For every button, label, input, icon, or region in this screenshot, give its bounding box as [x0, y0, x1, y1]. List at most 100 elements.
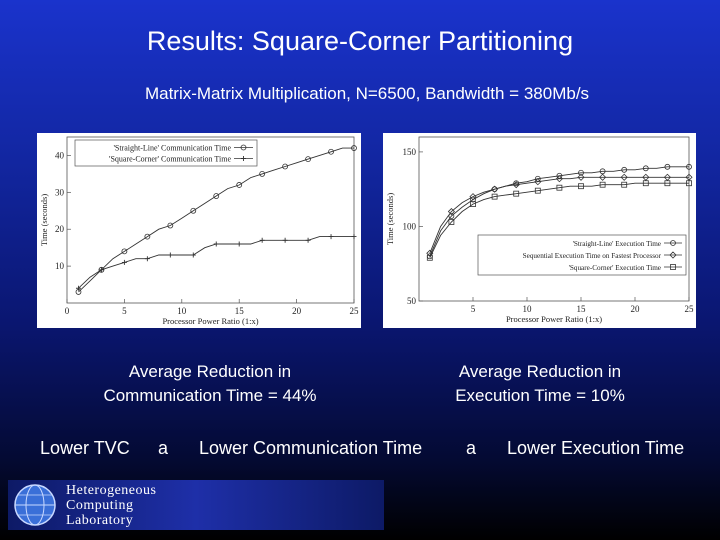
x-axis-label: Processor Power Ratio (1:x): [506, 314, 602, 324]
communication-reduction-line2: Communication Time = 44%: [103, 386, 317, 405]
x-tick-label: 5: [122, 306, 127, 316]
data-point: [190, 252, 196, 258]
plot-frame: [418, 136, 690, 302]
data-point: [167, 252, 173, 258]
data-point: [578, 183, 584, 190]
y-tick-label: 50: [407, 296, 417, 306]
x-tick-label: 15: [577, 304, 587, 314]
data-point: [686, 163, 692, 170]
chain-arrow-1: a: [158, 438, 169, 458]
x-tick-label: 25: [685, 304, 695, 314]
legend-label-3: 'Square-Corner' Execution Time: [569, 264, 661, 272]
execution-time-chart: 5 10 15 20 25 50 100 150 Processor Power Ratio (…: [383, 133, 696, 328]
logo-line1: Heterogeneous: [66, 483, 157, 498]
data-point: [167, 222, 174, 229]
data-point: [351, 145, 357, 151]
legend-marker-1: [670, 240, 676, 246]
slide-title: Results: Square-Corner Partitioning: [146, 26, 574, 56]
communication-reduction-line1: Average Reduction in: [128, 362, 292, 381]
data-point: [599, 173, 607, 181]
logo-line3: Laboratory: [66, 513, 134, 528]
communication-time-chart: 0 5 10 15 20 25 10 20 30 40 Processor Power Ratio …: [37, 133, 361, 328]
chain-item-lower-tvc: Lower TVC: [40, 438, 130, 458]
data-point: [642, 180, 649, 187]
data-point: [305, 156, 311, 163]
data-point: [98, 267, 104, 273]
execution-reduction-line2: Execution Time = 10%: [455, 386, 625, 405]
data-point: [663, 173, 671, 181]
series-line-3: [429, 182, 689, 258]
legend-label-1: 'Straight-Line' Communication Time: [113, 144, 231, 153]
x-tick-label: 20: [292, 306, 302, 316]
data-point: [555, 175, 563, 183]
plot-frame: [66, 136, 355, 304]
series-line-1: [78, 147, 354, 293]
y-axis-label: Time (seconds): [385, 193, 395, 246]
data-point: [599, 181, 606, 188]
chain-item-lower-communication: Lower Communication Time: [199, 438, 423, 458]
data-point: [491, 185, 499, 193]
chain-item-lower-execution: Lower Execution Time: [507, 438, 685, 458]
x-tick-label: 10: [523, 304, 533, 314]
communication-reduction-stat: Average Reduction in Communication Time …: [60, 360, 360, 408]
data-point: [447, 207, 455, 216]
data-point: [282, 237, 288, 243]
x-tick-label: 20: [631, 304, 641, 314]
data-point: [642, 173, 650, 181]
logo-line2: Computing: [66, 498, 134, 513]
data-point: [259, 237, 265, 243]
data-point: [556, 184, 563, 191]
data-point: [144, 233, 151, 240]
data-point: [513, 180, 520, 187]
data-point: [621, 166, 628, 173]
legend-marker-3: [670, 264, 676, 270]
legend-marker-2: [241, 156, 246, 161]
data-point: [426, 249, 434, 257]
data-point: [664, 163, 671, 170]
data-point: [469, 193, 477, 201]
legend-marker-1: [240, 144, 247, 151]
execution-reduction-stat: Average Reduction in Execution Time = 10…: [390, 360, 690, 408]
lab-logo: Heterogeneous Computing Laboratory: [8, 480, 384, 530]
data-point: [328, 148, 334, 155]
data-point: [236, 241, 242, 247]
data-point: [470, 201, 476, 207]
data-point: [144, 256, 150, 262]
data-point: [664, 180, 671, 187]
chain-arrow-2: a: [466, 438, 477, 458]
x-tick-label: 5: [471, 304, 476, 314]
data-point: [213, 193, 220, 199]
y-tick-label: 40: [55, 150, 65, 160]
legend-marker-2: [669, 251, 677, 259]
legend-box: [477, 234, 687, 276]
data-point: [426, 254, 433, 261]
data-point: [213, 241, 219, 247]
data-point: [470, 196, 476, 203]
data-point: [259, 170, 266, 177]
x-tick-label: 25: [350, 306, 360, 316]
y-tick-label: 30: [55, 187, 65, 197]
legend-label-1: 'Straight-Line' Execution Time: [573, 240, 661, 248]
y-axis-label: Time (seconds): [39, 194, 49, 247]
data-point: [577, 173, 585, 181]
slide-subtitle: Matrix-Matrix Multiplication, N=6500, Ba…: [144, 84, 590, 103]
x-axis-label: Processor Power Ratio (1:x): [162, 316, 258, 326]
execution-reduction-line1: Average Reduction in: [458, 362, 622, 381]
data-point: [305, 237, 311, 243]
series-line-2: [429, 176, 689, 254]
data-point: [621, 181, 628, 188]
data-point: [534, 178, 542, 186]
data-point: [448, 213, 455, 219]
data-point: [351, 234, 357, 240]
data-point: [121, 259, 127, 265]
y-tick-label: 100: [403, 221, 417, 231]
data-point: [512, 181, 520, 189]
data-point: [328, 234, 334, 240]
globe-icon: [14, 484, 56, 526]
x-tick-label: 10: [177, 306, 187, 316]
data-point: [236, 182, 243, 188]
legend-label-2: 'Square-Corner' Communication Time: [109, 155, 231, 164]
data-point: [513, 190, 520, 197]
legend-label-2: Sequential Execution Time on Fastest Pro…: [523, 252, 662, 260]
x-tick-label: 0: [65, 306, 70, 316]
